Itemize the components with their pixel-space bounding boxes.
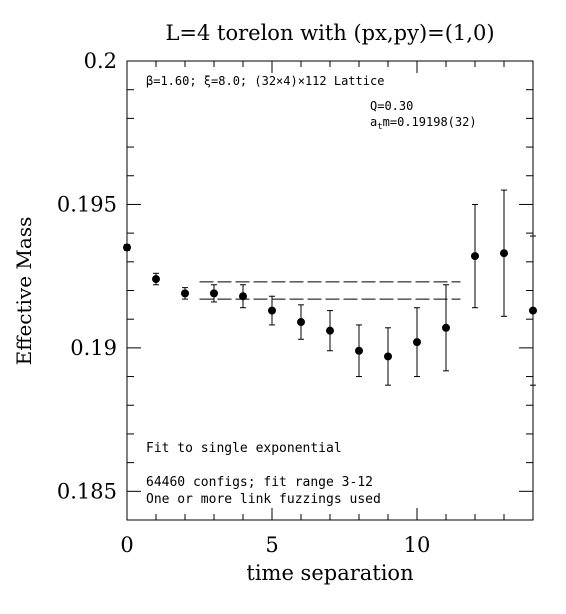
y-tick-label: 0.185 (57, 479, 117, 503)
data-point (355, 346, 363, 355)
y-tick-label: 0.2 (84, 49, 117, 73)
data-point (181, 289, 189, 298)
fit-type-annotation: Fit to single exponential (146, 441, 342, 456)
y-tick-label: 0.19 (70, 336, 117, 360)
fuzzing-annotation: One or more link fuzzings used (146, 492, 381, 507)
axis-ticks (126, 60, 534, 521)
data-point (152, 275, 160, 284)
data-point (210, 289, 218, 298)
lattice-annotation: β=1.60; ξ=8.0; (32×4)×112 Lattice (146, 74, 384, 88)
data-point (123, 243, 131, 252)
data-point (268, 306, 276, 315)
y-axis-label: Effective Mass (12, 217, 36, 366)
atm-subscript: t (377, 122, 382, 132)
x-tick-label: 10 (404, 533, 431, 557)
configs-annotation: 64460 configs; fit range 3-12 (146, 475, 373, 490)
data-point (297, 318, 305, 327)
data-point (529, 306, 537, 315)
x-tick-label: 0 (120, 533, 133, 557)
atm-suffix: m=0.19198(32) (383, 115, 477, 129)
atm-annotation: atm=0.19198(32) (370, 115, 477, 132)
fit-band (199, 281, 461, 300)
data-point (384, 352, 392, 361)
chart-title: L=4 torelon with (px,py)=(1,0) (165, 21, 494, 45)
x-tick-label: 5 (265, 533, 278, 557)
y-tick-label: 0.195 (57, 192, 117, 216)
x-axis-label: time separation (246, 561, 413, 585)
tick-labels: 0 5 10 0.185 0.19 0.195 0.2 (57, 49, 430, 557)
atm-prefix: a (370, 115, 377, 129)
data-point (413, 338, 421, 347)
data-point (239, 292, 247, 301)
q-annotation: Q=0.30 (370, 99, 413, 113)
data-point (326, 326, 334, 335)
data-points (123, 189, 537, 386)
data-point (442, 323, 450, 332)
data-point (471, 252, 479, 261)
data-point (500, 249, 508, 258)
